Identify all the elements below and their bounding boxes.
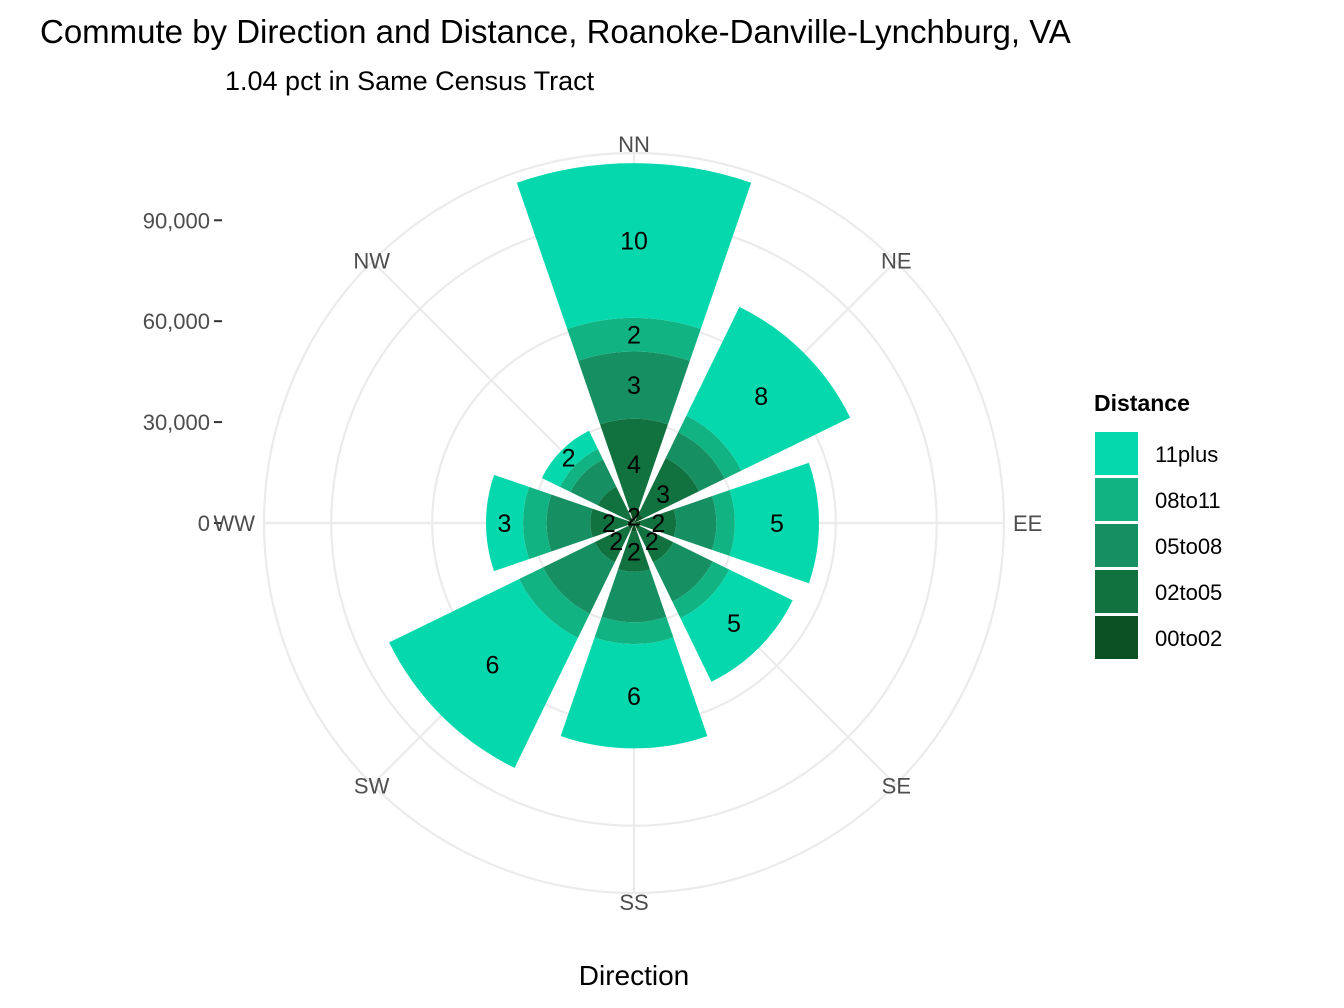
y-tick-label: 30,000	[143, 410, 210, 435]
bar-sw-05to08	[543, 542, 615, 614]
legend-label-05to08: 05to08	[1155, 534, 1222, 559]
legend-title: Distance	[1094, 390, 1190, 416]
data-label-ee-11plus: 5	[770, 510, 784, 538]
legend-label-11plus: 11plus	[1155, 442, 1218, 467]
bar-nn-11plus	[516, 163, 752, 329]
data-label-se-11plus: 5	[727, 610, 741, 638]
bar-nw-02to05	[597, 486, 632, 521]
data-label-ne-02to05: 3	[656, 481, 670, 509]
bar-nn-00to02	[629, 509, 639, 523]
legend-label-08to11: 08to11	[1155, 488, 1221, 513]
bar-nw-11plus	[541, 430, 598, 487]
bar-ne-05to08	[665, 432, 725, 492]
bar-sw-00to02	[627, 523, 634, 530]
bar-se-11plus	[680, 569, 793, 682]
bar-se-05to08	[653, 542, 713, 602]
bar-ee-08to11	[711, 490, 735, 556]
direction-label-se: SE	[882, 773, 911, 798]
direction-labels: NN NE EE SE SS SW WW NW	[213, 132, 1042, 915]
legend-swatch-02to05	[1095, 570, 1138, 613]
y-tick-label: 60,000	[143, 309, 210, 334]
legend-swatch-00to02	[1095, 616, 1138, 659]
legend: Distance 11plus 08to11 05to08 02to05 00to02	[1094, 390, 1222, 659]
bar-se-00to02	[634, 523, 641, 530]
legend-swatch-05to08	[1095, 524, 1138, 567]
bar-ss-11plus	[560, 637, 708, 749]
bar-nw-08to11	[559, 448, 604, 493]
bar-ee-02to05	[640, 509, 677, 537]
bar-ss-08to11	[594, 616, 674, 645]
bar-ne-00to02	[634, 513, 644, 523]
bar-nw-00to02	[627, 516, 634, 523]
direction-label-ss: SS	[619, 890, 648, 915]
data-label-nn-02to05: 4	[627, 451, 641, 479]
direction-label-ee: EE	[1013, 511, 1042, 536]
bar-nn-02to05	[600, 418, 668, 511]
data-label-sw-11plus: 6	[486, 652, 500, 680]
legend-swatch-08to11	[1095, 478, 1138, 521]
data-label-ne-11plus: 8	[754, 383, 768, 411]
radial-axis: 0 30,000 60,000 90,000	[143, 208, 222, 536]
direction-label-nn: NN	[618, 132, 650, 157]
bar-ww-00to02	[627, 520, 634, 526]
data-label-ww-02to05: 2	[602, 510, 616, 538]
bar-se-08to11	[672, 561, 730, 619]
data-label-ss-11plus: 6	[627, 683, 641, 711]
direction-label-sw: SW	[354, 773, 390, 798]
chart-title: Commute by Direction and Distance, Roano…	[40, 13, 1071, 50]
y-tick-label: 0	[198, 511, 210, 536]
bar-ne-11plus	[686, 306, 851, 471]
bar-sw-11plus	[389, 579, 578, 768]
bar-ww-11plus	[486, 474, 530, 572]
bar-nw-05to08	[570, 459, 617, 506]
legend-label-00to02: 00to02	[1155, 626, 1222, 651]
bar-sw-02to05	[594, 525, 632, 563]
bar-ne-08to11	[678, 415, 742, 479]
bar-nn-08to11	[567, 317, 701, 361]
bar-ww-05to08	[546, 494, 593, 552]
bar-ee-00to02	[634, 520, 641, 526]
bar-ww-02to05	[590, 508, 628, 538]
bar-ss-05to08	[601, 569, 667, 623]
bar-ww-08to11	[522, 486, 552, 560]
data-label-ee-02to05: 2	[651, 510, 665, 538]
bar-ss-00to02	[631, 523, 637, 532]
data-label-se-02to05: 2	[645, 528, 659, 556]
bar-ee-05to08	[673, 496, 717, 550]
bar-nn-05to08	[578, 351, 690, 425]
data-label-nn-00to02: 2	[627, 503, 641, 531]
chart-subtitle: 1.04 pct in Same Census Tract	[225, 66, 595, 96]
data-label-nw-11plus: 2	[562, 445, 576, 473]
bar-ss-02to05	[618, 530, 650, 572]
legend-label-02to05: 02to05	[1155, 580, 1222, 605]
x-axis-title: Direction	[579, 960, 689, 991]
direction-label-ww: WW	[213, 511, 255, 536]
direction-label-ne: NE	[881, 249, 912, 274]
y-tick-label: 90,000	[143, 208, 210, 233]
data-label-sw-02to05: 2	[609, 528, 623, 556]
data-label-nn-08to11: 2	[627, 322, 641, 350]
direction-label-nw: NW	[353, 249, 390, 274]
data-label-ss-02to05: 2	[627, 539, 641, 567]
data-label-nn-11plus: 10	[620, 227, 648, 255]
data-label-ww-11plus: 3	[498, 510, 512, 538]
bar-ee-11plus	[729, 462, 820, 584]
bar-ne-02to05	[638, 458, 699, 519]
plot-bars	[389, 163, 851, 768]
bar-se-02to05	[636, 525, 674, 563]
bar-sw-08to11	[519, 567, 590, 638]
data-label-nn-05to08: 3	[627, 372, 641, 400]
legend-swatch-11plus	[1095, 432, 1138, 475]
